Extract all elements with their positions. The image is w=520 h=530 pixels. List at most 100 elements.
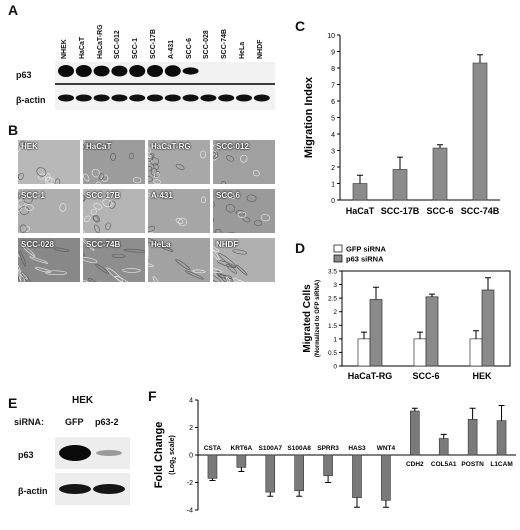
y-tick-label: 9: [331, 50, 335, 57]
micrograph-cell: SCC-6: [213, 189, 275, 233]
legend-swatch: [333, 244, 343, 253]
beta-actin-band: [253, 94, 270, 102]
bar: [294, 454, 304, 492]
y-tick-label: 6: [331, 99, 335, 106]
error-bar: [411, 407, 418, 411]
gene-label: S100A7: [259, 445, 283, 452]
micrograph-cell: NHDF: [213, 238, 275, 282]
error-bar: [477, 54, 483, 64]
y-axis-sublabel: (Normalized to GFP siRNA): [315, 280, 321, 357]
legend-label: p63 siRNA: [346, 255, 384, 264]
y-tick-label: 0: [331, 198, 335, 205]
error-bar: [209, 478, 216, 481]
panel-f-fold-change-chart: -4 -2 0 2 4 Fold Change (Log2 scale) CSTA KRT6A S…: [153, 398, 516, 515]
gene-label: KRT6A: [231, 445, 253, 452]
beta-actin-band: [75, 94, 92, 102]
error-bar: [325, 475, 332, 483]
x-tick-label: SCC-6: [412, 371, 439, 381]
y-tick-label: 4: [189, 398, 193, 405]
error-bar: [361, 331, 367, 339]
micrograph-cell: HaCaT: [83, 140, 145, 184]
micrograph-cell: SCC-74B: [83, 238, 145, 282]
bar: [438, 438, 449, 456]
y-tick-label: 3.5: [328, 269, 337, 276]
gene-label: POSTN: [461, 461, 484, 468]
p63-band: [58, 65, 74, 77]
bar: [352, 183, 368, 201]
panel-e-title: HEK: [72, 395, 94, 406]
y-tick-label: 5: [331, 116, 335, 123]
panel-a-western-blot: NHEK HaCaT HaCaT-RG SCC-012 SCC-1 SCC-17B A-43…: [0, 0, 290, 115]
micrograph-cell: SCC-012: [213, 140, 275, 184]
panel-label-c: C: [295, 18, 306, 34]
micrograph-label: SCC-1: [21, 191, 46, 200]
beta-actin-band: [93, 94, 110, 102]
bar: [413, 338, 427, 367]
bar: [323, 454, 333, 476]
gene-label: HAS3: [348, 445, 366, 452]
panel-label-b: B: [8, 122, 19, 138]
panel-d-sirna-chart: 0 0.5 1 1.5 2 2.5 3 3.5 Migrated Cells (Normalize…: [302, 244, 511, 381]
p63-band: [182, 67, 199, 75]
bar: [369, 299, 383, 367]
micrograph-cell: SCC-1: [18, 189, 80, 233]
bar: [207, 454, 218, 479]
panel-e-sirna-label: siRNA:: [14, 417, 45, 427]
y-tick-label: 2: [189, 425, 193, 432]
gene-label: CDH2: [406, 461, 424, 468]
panel-label-e: E: [8, 395, 18, 411]
y-tick-label: 3: [331, 149, 335, 156]
panel-e-blot-image: [55, 437, 130, 505]
panel-a-lane-label: HeLa: [239, 41, 246, 59]
panel-e-row-beta-actin: β-actin: [18, 486, 48, 496]
y-tick-label: 1: [333, 336, 337, 343]
y-tick-label: 10: [327, 33, 335, 40]
micrograph-label: HaCaT: [86, 142, 112, 151]
panel-a-blot-image: [55, 62, 275, 110]
error-bar: [397, 156, 403, 170]
bar: [236, 454, 247, 468]
y-tick-label: 7: [331, 83, 335, 90]
x-tick-label: SCC-17B: [381, 206, 420, 216]
panel-label-f: F: [148, 388, 157, 404]
p63-band: [129, 65, 146, 77]
error-bar: [354, 497, 360, 508]
error-bar: [267, 492, 274, 497]
panel-a-lane-label: SCC-17B: [150, 29, 157, 59]
p63-band: [75, 65, 92, 77]
panel-a-lane-label: SCC-6: [185, 37, 193, 59]
micrograph-label: SCC-74B: [86, 240, 121, 249]
y-tick-label: -4: [187, 508, 193, 515]
error-bar: [357, 174, 363, 184]
error-bar: [373, 286, 379, 300]
x-tick-label: SCC-74B: [461, 206, 500, 216]
p63-band: [111, 65, 128, 77]
panel-a-lane-label: SCC-012: [114, 30, 122, 59]
beta-actin-band: [58, 94, 74, 102]
y-axis-label: Fold Change: [153, 422, 165, 489]
micrograph-cell: SCC-17B: [83, 189, 145, 233]
error-bar: [498, 405, 505, 421]
gene-label: SPRR3: [317, 445, 339, 452]
legend-label: GFP siRNA: [346, 245, 386, 254]
y-axis-label: Migration Index: [303, 76, 315, 158]
y-tick-label: 1: [331, 182, 335, 189]
y-axis-label: Migrated Cells: [302, 284, 313, 353]
beta-actin-band: [164, 94, 181, 102]
y-tick-label: 8: [331, 66, 335, 73]
gene-label: L1CAM: [490, 461, 512, 468]
beta-actin-band: [111, 94, 128, 102]
x-tick-label: HaCaT-RG: [348, 371, 393, 381]
y-tick-label: 4: [331, 132, 335, 139]
micrograph-label: SCC-17B: [86, 191, 121, 200]
bar: [392, 169, 408, 201]
bar: [410, 410, 420, 456]
bar: [469, 338, 483, 367]
bar: [432, 147, 448, 201]
panel-e-western-blot: HEK siRNA: GFP p63-2 p63 β-actin: [0, 395, 140, 530]
legend-swatch: [333, 254, 343, 263]
panel-a-row-beta-actin: β-actin: [16, 95, 46, 105]
panel-label-a: A: [8, 2, 19, 18]
x-tick-label: SCC-6: [426, 206, 453, 216]
panel-c-migration-chart: 0 1 2 3 4 5 6 7 8 9 10 Migration Index HaCaT SCC-17B S…: [303, 33, 500, 216]
